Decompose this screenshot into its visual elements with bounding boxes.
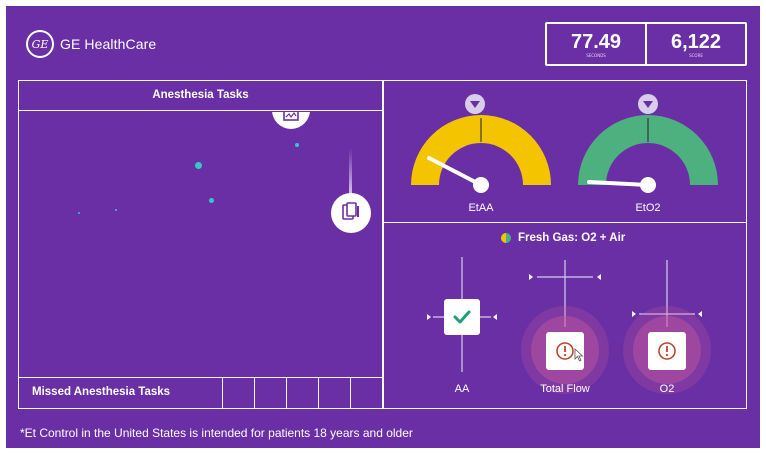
cursor-icon xyxy=(574,348,584,362)
missed-task-slot xyxy=(254,378,287,408)
particle-dot xyxy=(78,212,80,214)
total-flow-control-label: Total Flow xyxy=(540,383,590,395)
fresh-gas-title: Fresh Gas: O2 + Air xyxy=(518,232,626,244)
missed-task-slot xyxy=(318,378,351,408)
o2-control-label: O2 xyxy=(659,383,675,395)
particle-dot xyxy=(115,209,117,211)
missed-task-slot xyxy=(350,378,382,408)
brand-name: GE HealthCare xyxy=(60,36,157,52)
fresh-gas-sliders xyxy=(427,257,711,394)
etaa-needle xyxy=(427,156,483,187)
particle-dot xyxy=(295,143,299,147)
missed-task-slot xyxy=(286,378,319,408)
footnote: *Et Control in the United States is inte… xyxy=(20,426,413,440)
eto2-label: EtO2 xyxy=(635,202,661,214)
score-caption: SCORE xyxy=(689,52,703,58)
particle-dot xyxy=(209,198,214,203)
monitor-task-icon[interactable] xyxy=(272,112,310,129)
timer-value: 77.49 xyxy=(570,30,622,53)
eto2-indicator-icon xyxy=(638,94,658,114)
anesthesia-tasks-panel xyxy=(18,80,383,409)
etaa-indicator-icon xyxy=(465,94,485,114)
drag-track xyxy=(349,148,352,196)
score-display: 6,122 SCORE xyxy=(645,24,745,64)
anesthesia-tasks-header: Anesthesia Tasks xyxy=(18,80,383,111)
etaa-label: EtAA xyxy=(468,202,494,214)
missed-tasks-row: Missed Anesthesia Tasks xyxy=(18,377,383,409)
aa-control-label: AA xyxy=(454,383,470,395)
missed-tasks-label: Missed Anesthesia Tasks xyxy=(32,386,171,398)
fresh-gas-header: Fresh Gas: O2 + Air xyxy=(500,232,625,244)
alert-icon xyxy=(556,342,574,360)
o2-status-button[interactable] xyxy=(648,332,686,370)
check-icon xyxy=(453,310,471,324)
gas-mix-icon xyxy=(501,233,511,243)
score-value: 6,122 xyxy=(670,30,722,53)
eto2-gauge-arc xyxy=(578,115,718,185)
ge-monogram-icon: GE xyxy=(26,30,54,58)
scoreboard: 77.49 SECONDS 6,122 SCORE xyxy=(545,22,747,66)
timer-display: 77.49 SECONDS xyxy=(547,24,645,64)
ge-healthcare-logo: GE GE HealthCare xyxy=(26,30,156,58)
timer-caption: SECONDS xyxy=(586,52,606,58)
particle-dot xyxy=(195,162,202,169)
clipboard-task-icon[interactable] xyxy=(331,193,371,233)
missed-task-slot xyxy=(222,378,255,408)
eto2-needle xyxy=(587,180,650,187)
gauges-svg xyxy=(411,94,718,193)
aa-status-button[interactable] xyxy=(444,299,480,335)
alert-icon xyxy=(658,342,676,360)
anesthesia-tasks-title: Anesthesia Tasks xyxy=(152,89,249,101)
etaa-gauge-arc xyxy=(411,115,551,185)
fresh-gas-panel xyxy=(383,222,747,409)
